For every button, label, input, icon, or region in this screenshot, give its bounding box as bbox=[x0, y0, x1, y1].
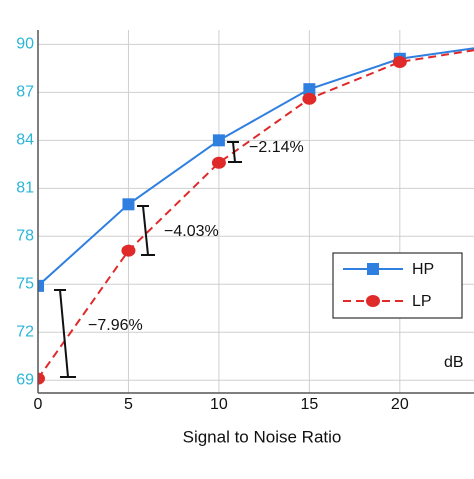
x-tick-label: 15 bbox=[300, 396, 318, 413]
legend-marker bbox=[367, 263, 379, 275]
marker bbox=[122, 198, 135, 211]
x-tick-label: 20 bbox=[391, 396, 409, 413]
legend-label: LP bbox=[412, 293, 432, 310]
y-tick-label: 78 bbox=[16, 228, 34, 245]
x-tick-label: 0 bbox=[34, 396, 43, 413]
marker bbox=[121, 244, 136, 257]
gap-brackets bbox=[54, 141, 242, 378]
marker bbox=[212, 134, 225, 147]
marker bbox=[38, 279, 44, 292]
y-tick-label: 84 bbox=[16, 132, 34, 149]
x-tick-label: 5 bbox=[124, 396, 133, 413]
series-line bbox=[38, 49, 474, 380]
marker bbox=[211, 156, 226, 169]
marker bbox=[38, 372, 45, 385]
legend-marker bbox=[366, 295, 380, 307]
marker bbox=[303, 83, 316, 96]
x-unit: dB bbox=[444, 354, 464, 371]
x-axis-label: Signal to Noise Ratio bbox=[183, 427, 342, 446]
y-tick-label: 75 bbox=[16, 275, 34, 292]
y-tick-label: 90 bbox=[16, 36, 34, 53]
x-tick-label: 10 bbox=[210, 396, 228, 413]
y-tick-label: 81 bbox=[16, 180, 34, 197]
annotation: −4.03% bbox=[164, 223, 219, 240]
legend bbox=[332, 252, 463, 319]
y-tick-label: 72 bbox=[16, 323, 34, 340]
annotation: −2.14% bbox=[249, 139, 304, 156]
series-line bbox=[38, 47, 474, 287]
marker bbox=[302, 92, 317, 105]
y-tick-label: 69 bbox=[16, 371, 34, 388]
legend-label: HP bbox=[412, 261, 434, 278]
y-tick-label: 87 bbox=[16, 84, 34, 101]
annotation: −7.96% bbox=[88, 317, 143, 334]
marker bbox=[392, 55, 407, 68]
